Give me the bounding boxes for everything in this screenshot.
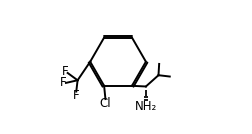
- Text: F: F: [73, 89, 80, 102]
- Text: F: F: [61, 65, 68, 78]
- Text: NH₂: NH₂: [135, 100, 157, 113]
- Text: Cl: Cl: [100, 97, 111, 110]
- Text: F: F: [60, 76, 66, 89]
